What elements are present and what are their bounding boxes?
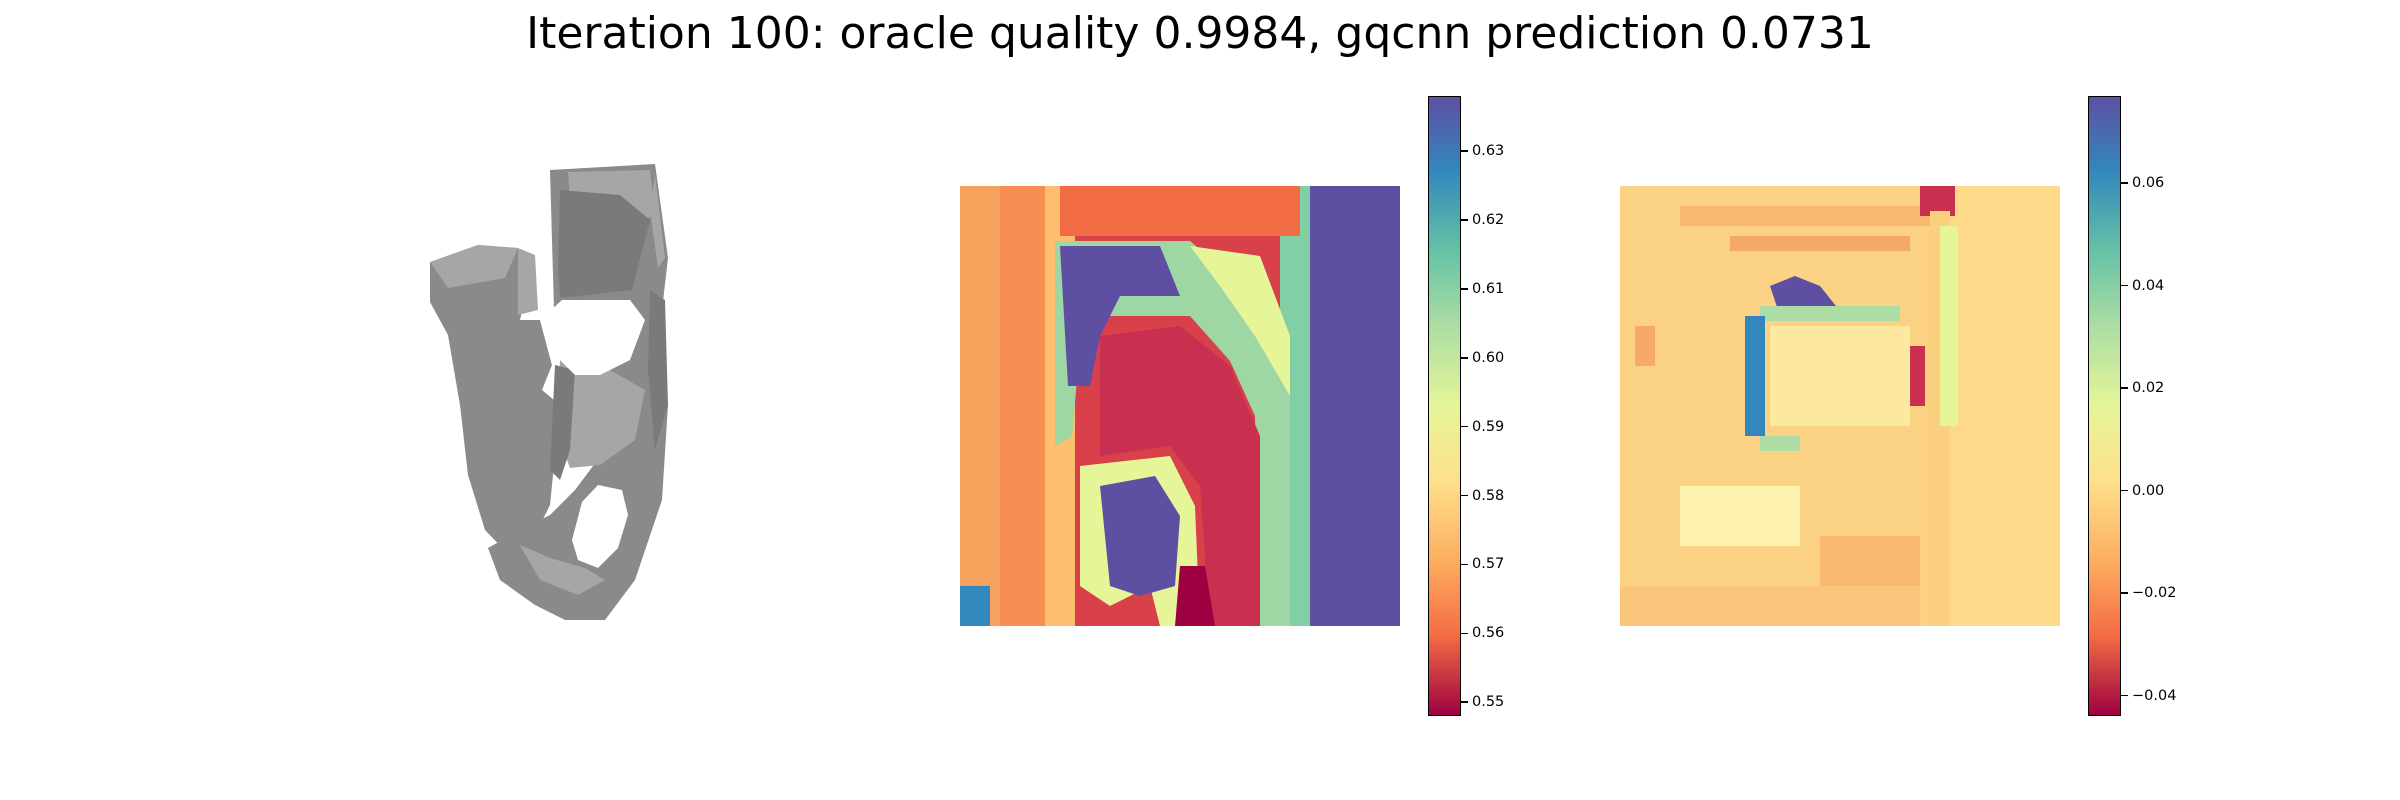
colorbar-2-tick-label: 0.58	[1472, 487, 1505, 504]
colorbar-2-tick-label: 0.61	[1472, 280, 1505, 297]
colorbar-2-tick-mark	[1461, 150, 1468, 152]
colorbar-3-tick-label: 0.04	[2132, 277, 2165, 294]
colorbar-3-tick-mark	[2121, 387, 2128, 389]
colorbar-2-tick-mark	[1461, 288, 1468, 290]
colorbar-2-tick-mark	[1461, 494, 1468, 497]
colorbar-3-tick-mark	[2121, 489, 2128, 492]
heatmap-3	[1620, 186, 2060, 626]
colorbar-3-tick-label: −0.02	[2132, 585, 2177, 602]
colorbar-2-tick-label: 0.62	[1472, 212, 1505, 228]
colorbar-3-tick-mark	[2121, 694, 2128, 697]
colorbar-2-tick-mark	[1461, 632, 1468, 635]
colorbar-2-tick-label: 0.63	[1472, 143, 1505, 160]
colorbar-2-tick-mark	[1461, 425, 1468, 428]
colorbar-2-tick-mark	[1461, 701, 1468, 703]
colorbar-2-tick-label: 0.55	[1472, 694, 1505, 711]
colorbar-2-tick-mark	[1461, 219, 1468, 221]
colorbar-3-tick-mark	[2121, 284, 2128, 287]
colorbar-2-tick-label: 0.59	[1472, 418, 1505, 435]
colorbar-2-tick-mark	[1461, 357, 1468, 359]
colorbar-2	[1428, 96, 1461, 716]
colorbar-2-tick-label: 0.56	[1472, 625, 1505, 642]
colorbar-3	[2088, 96, 2121, 716]
object-render-image	[430, 164, 668, 620]
colorbar-2-tick-mark	[1461, 563, 1468, 566]
colorbar-3-tick-label: 0.02	[2132, 380, 2165, 397]
colorbar-2-tick-label: 0.57	[1472, 556, 1505, 573]
colorbar-3-tick-label: 0.06	[2132, 175, 2165, 192]
colorbar-3-tick-label: 0.00	[2132, 482, 2165, 499]
heatmap-2	[960, 186, 1400, 626]
figure-title: Iteration 100: oracle quality 0.9984, gq…	[526, 8, 1874, 59]
colorbar-3-tick-mark	[2121, 592, 2128, 594]
colorbar-2-tick-label: 0.60	[1472, 349, 1505, 366]
colorbar-3-tick-label: −0.04	[2132, 687, 2177, 704]
colorbar-3-tick-mark	[2121, 182, 2128, 184]
